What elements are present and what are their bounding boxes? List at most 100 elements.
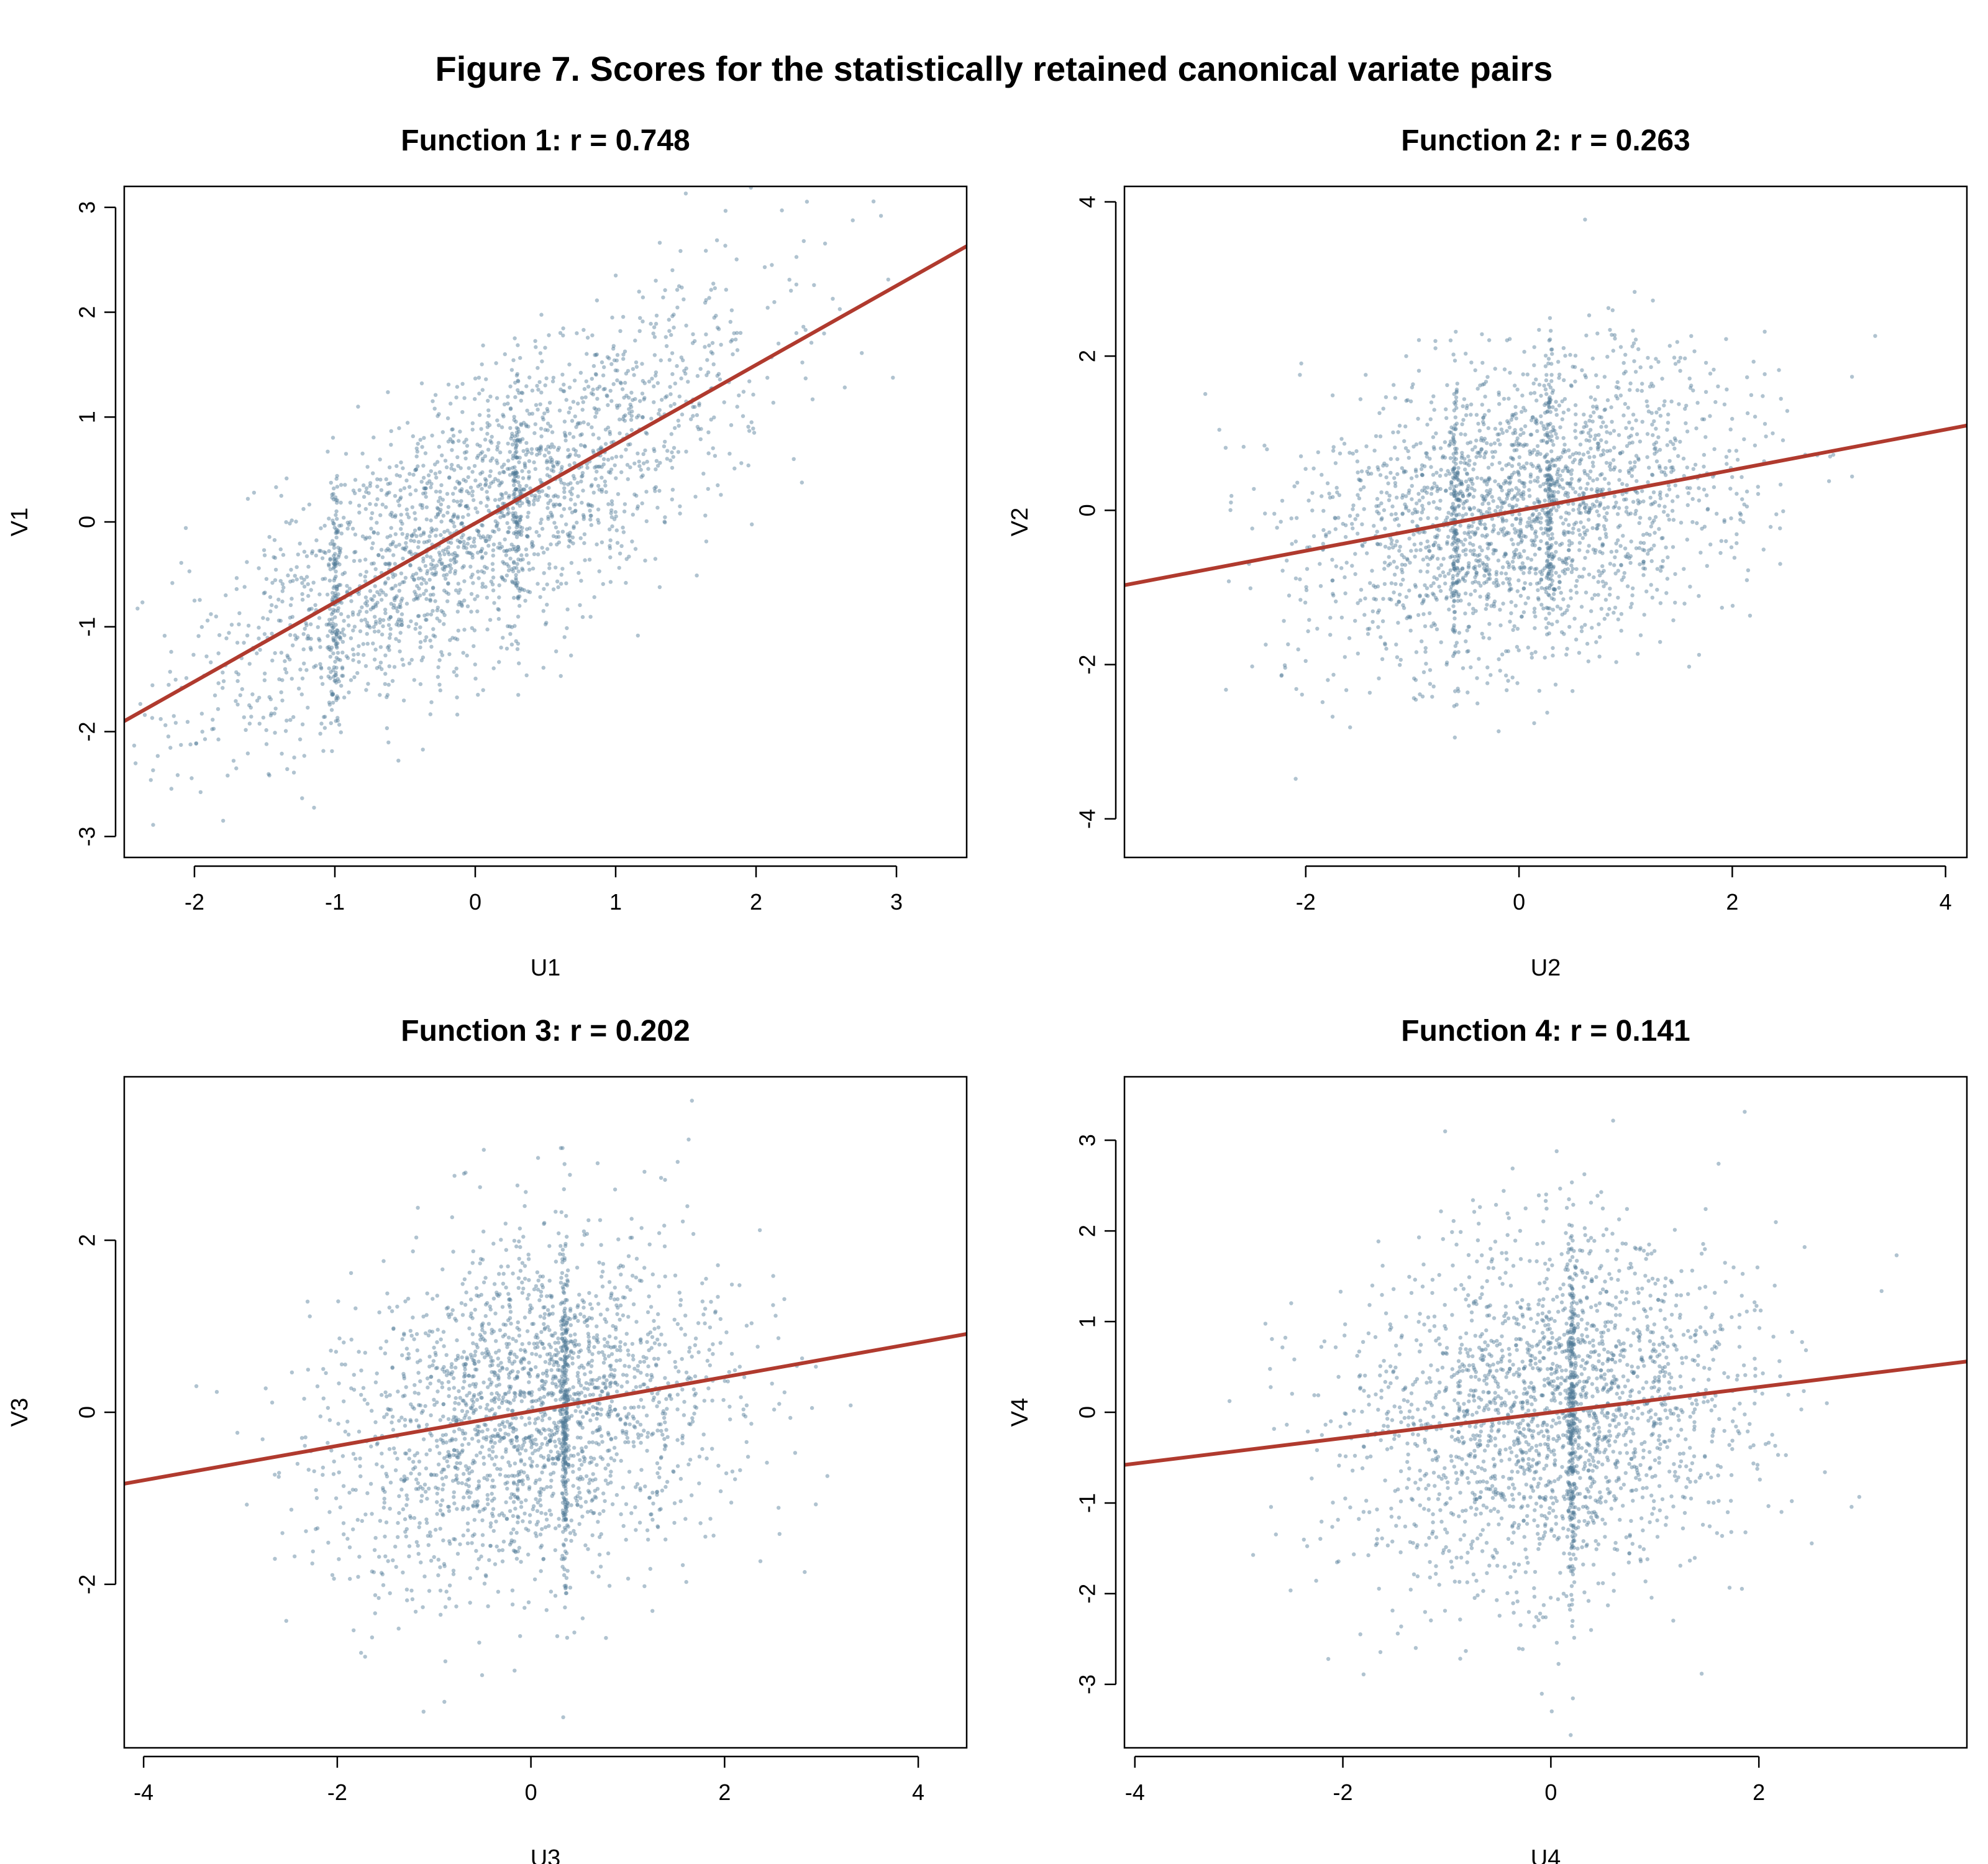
scatter-point: [513, 516, 518, 520]
scatter-point: [1451, 627, 1455, 632]
scatter-point: [1601, 448, 1605, 453]
scatter-point: [458, 466, 463, 470]
scatter-point: [221, 670, 225, 675]
scatter-point: [577, 1486, 581, 1491]
scatter-point: [1558, 473, 1562, 478]
scatter-point: [545, 466, 550, 471]
scatter-point: [1615, 396, 1620, 401]
scatter-point: [1520, 614, 1524, 619]
scatter-point: [1516, 488, 1521, 493]
scatter-point: [640, 362, 644, 366]
scatter-point: [198, 598, 202, 602]
scatter-point: [506, 564, 511, 569]
scatter-point: [547, 333, 551, 337]
scatter-point: [431, 528, 435, 532]
scatter-point: [1485, 681, 1490, 685]
scatter-point: [333, 559, 337, 563]
scatter-point: [1467, 506, 1472, 510]
scatter-point: [1546, 473, 1551, 478]
scatter-point: [521, 1390, 526, 1395]
scatter-point: [1487, 477, 1492, 482]
scatter-point: [465, 541, 470, 546]
scatter-point: [1574, 590, 1579, 595]
scatter-point: [1548, 565, 1552, 569]
scatter-point: [644, 519, 649, 524]
scatter-point: [1530, 543, 1534, 547]
scatter-point: [1584, 487, 1589, 491]
scatter-point: [1674, 438, 1678, 442]
scatter-point: [335, 641, 340, 646]
scatter-point: [429, 700, 434, 705]
scatter-point: [1429, 555, 1434, 560]
scatter-point: [543, 345, 547, 350]
scatter-point: [657, 408, 662, 413]
scatter-point: [1578, 486, 1583, 490]
scatter-point: [664, 344, 669, 349]
scatter-point: [580, 500, 584, 505]
scatter-point: [512, 477, 516, 482]
scatter-point: [622, 380, 627, 385]
scatter-point: [424, 588, 428, 593]
scatter-point: [617, 565, 621, 570]
scatter-point: [1777, 368, 1781, 372]
scatter-point: [398, 602, 403, 607]
scatter-point: [34, 832, 37, 836]
scatter-point: [1420, 473, 1425, 477]
scatter-point: [530, 545, 534, 549]
scatter-point: [686, 380, 690, 384]
scatter-point: [1530, 450, 1534, 455]
scatter-point: [1460, 566, 1465, 570]
scatter-point: [505, 521, 509, 525]
scatter-point: [461, 532, 465, 537]
scatter-point: [1636, 652, 1640, 656]
scatter-point: [1623, 554, 1628, 559]
scatter-point: [1485, 493, 1489, 498]
scatter-point: [1513, 531, 1518, 535]
scatter-point: [1480, 382, 1485, 387]
scatter-point: [603, 386, 607, 391]
scatter-point: [322, 523, 327, 528]
scatter-point: [513, 547, 518, 552]
scatter-point: [1730, 416, 1735, 421]
scatter-point: [1452, 455, 1456, 460]
scatter-point: [401, 698, 406, 703]
scatter-point: [693, 495, 698, 499]
scatter-point: [298, 667, 303, 672]
scatter-point: [1585, 549, 1590, 554]
y-axis-label: V1: [7, 508, 33, 536]
scatter-point: [491, 575, 496, 580]
scatter-point: [330, 617, 334, 621]
scatter-point: [1497, 460, 1502, 465]
scatter-point: [1465, 488, 1469, 493]
scatter-point: [1486, 465, 1491, 470]
scatter-point: [1452, 599, 1456, 604]
scatter-point: [1453, 493, 1457, 498]
scatter-point: [396, 759, 401, 763]
scatter-point: [1573, 403, 1578, 408]
scatter-point: [1548, 562, 1553, 566]
scatter-point: [1454, 447, 1459, 451]
scatter-point: [332, 525, 337, 530]
scatter-point: [617, 403, 622, 408]
scatter-point: [573, 449, 578, 453]
scatter-point: [1479, 477, 1484, 481]
scatter-point: [264, 577, 269, 581]
scatter-point: [1543, 488, 1548, 493]
scatter-point: [1474, 570, 1479, 575]
scatter-point: [300, 592, 304, 596]
scatter-point: [1528, 567, 1532, 571]
scatter-point: [329, 646, 334, 650]
scatter-point: [518, 518, 522, 523]
scatter-point: [1484, 526, 1488, 531]
scatter-point: [525, 534, 529, 538]
scatter-point: [329, 624, 334, 628]
scatter-point: [447, 552, 451, 557]
scatter-point: [556, 460, 561, 465]
scatter-point: [1544, 605, 1549, 610]
scatter-point: [378, 457, 382, 462]
scatter-point: [248, 705, 253, 710]
scatter-point: [1480, 533, 1485, 538]
scatter-point: [505, 548, 509, 553]
scatter-point: [596, 521, 601, 525]
scatter-point: [1600, 551, 1605, 555]
